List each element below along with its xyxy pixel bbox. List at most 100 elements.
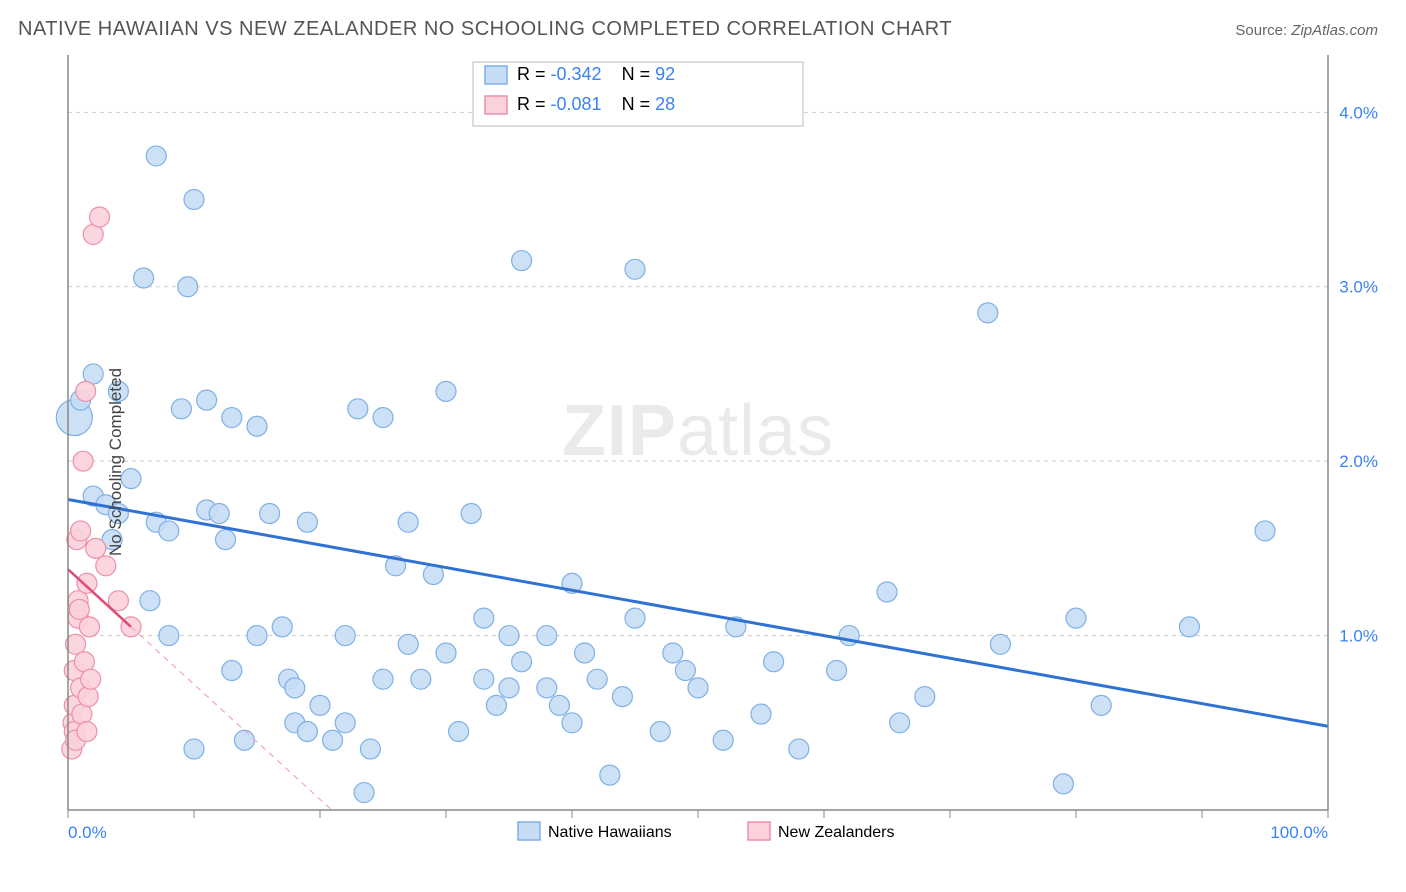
data-point — [86, 538, 106, 558]
data-point — [499, 678, 519, 698]
data-point — [789, 739, 809, 759]
data-point — [79, 617, 99, 637]
data-point — [915, 687, 935, 707]
data-point — [159, 626, 179, 646]
data-point — [209, 503, 229, 523]
data-point — [159, 521, 179, 541]
data-point — [978, 303, 998, 323]
data-point — [398, 512, 418, 532]
data-point — [323, 730, 343, 750]
data-point — [90, 207, 110, 227]
data-point — [990, 634, 1010, 654]
data-point — [222, 408, 242, 428]
data-point — [688, 678, 708, 698]
data-point — [650, 722, 670, 742]
data-point — [260, 503, 280, 523]
y-tick-label: 4.0% — [1339, 103, 1378, 122]
scatter-chart: 1.0% 2.0% 3.0% 4.0% ZIPatlas 0.0% 100.0% R = -0… — [18, 50, 1388, 874]
data-point — [373, 669, 393, 689]
data-point — [499, 626, 519, 646]
data-point — [890, 713, 910, 733]
data-point — [587, 669, 607, 689]
data-point — [512, 652, 532, 672]
data-point — [373, 408, 393, 428]
data-point — [461, 503, 481, 523]
data-point — [877, 582, 897, 602]
data-point — [272, 617, 292, 637]
data-point — [71, 521, 91, 541]
data-point — [612, 687, 632, 707]
data-point — [549, 695, 569, 715]
data-point — [486, 695, 506, 715]
data-point — [354, 783, 374, 803]
data-point — [81, 669, 101, 689]
legend-swatch — [518, 822, 540, 840]
data-point — [764, 652, 784, 672]
source-value: ZipAtlas.com — [1291, 22, 1378, 39]
source-attribution: Source: ZipAtlas.com — [1235, 22, 1378, 39]
data-point — [474, 608, 494, 628]
data-point — [69, 599, 89, 619]
data-point — [96, 556, 116, 576]
data-point — [1066, 608, 1086, 628]
data-point — [675, 660, 695, 680]
data-point — [537, 626, 557, 646]
data-point — [449, 722, 469, 742]
legend-stats-row: R = -0.081 N = 28 — [517, 94, 675, 114]
data-point — [827, 660, 847, 680]
legend-swatch — [485, 96, 507, 114]
data-point — [713, 730, 733, 750]
data-point — [335, 626, 355, 646]
data-point — [310, 695, 330, 715]
data-point — [398, 634, 418, 654]
data-point — [285, 678, 305, 698]
data-point — [134, 268, 154, 288]
data-point — [1255, 521, 1275, 541]
data-point — [1179, 617, 1199, 637]
legend-swatch — [748, 822, 770, 840]
data-point — [78, 687, 98, 707]
data-point — [297, 722, 317, 742]
data-point — [73, 451, 93, 471]
data-point — [1091, 695, 1111, 715]
data-point — [436, 381, 456, 401]
source-label: Source: — [1235, 22, 1287, 39]
data-point — [751, 704, 771, 724]
data-point — [140, 591, 160, 611]
data-point — [77, 573, 97, 593]
data-point — [436, 643, 456, 663]
data-point — [184, 739, 204, 759]
legend-stats-row: R = -0.342 N = 92 — [517, 64, 675, 84]
y-tick-label: 2.0% — [1339, 452, 1378, 471]
x-tick-label: 100.0% — [1270, 823, 1328, 842]
data-point — [1053, 774, 1073, 794]
legend-swatch — [485, 66, 507, 84]
data-point — [537, 678, 557, 698]
data-point — [474, 669, 494, 689]
data-point — [335, 713, 355, 733]
legend-series-label: Native Hawaiians — [548, 824, 672, 841]
data-point — [348, 399, 368, 419]
data-point — [600, 765, 620, 785]
data-point — [76, 381, 96, 401]
y-tick-label: 3.0% — [1339, 278, 1378, 297]
data-point — [360, 739, 380, 759]
data-point — [77, 722, 97, 742]
x-tick-label: 0.0% — [68, 823, 107, 842]
data-point — [216, 530, 236, 550]
data-point — [247, 626, 267, 646]
data-point — [197, 390, 217, 410]
data-point — [171, 399, 191, 419]
y-tick-label: 1.0% — [1339, 627, 1378, 646]
data-point — [234, 730, 254, 750]
data-point — [297, 512, 317, 532]
data-point — [222, 660, 242, 680]
data-point — [512, 251, 532, 271]
data-point — [625, 608, 645, 628]
data-point — [146, 146, 166, 166]
data-point — [663, 643, 683, 663]
data-point — [625, 259, 645, 279]
data-point — [575, 643, 595, 663]
y-axis-label: No Schooling Completed — [106, 368, 126, 556]
watermark: ZIPatlas — [562, 391, 834, 471]
